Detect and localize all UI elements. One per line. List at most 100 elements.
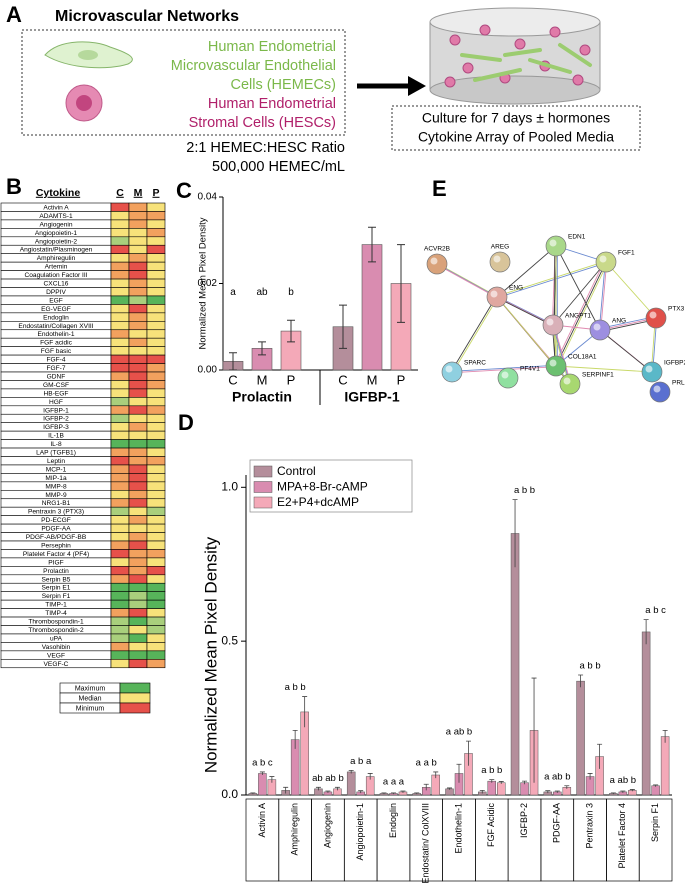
row-label: HB-EGF	[44, 390, 69, 397]
heat-cell	[146, 532, 166, 542]
x-tick-label: M	[257, 372, 268, 387]
network-node	[545, 235, 567, 257]
significance: a b a	[350, 756, 372, 767]
heat-cell	[128, 658, 148, 669]
heat-cell	[128, 380, 148, 390]
x-tick-label: P	[287, 372, 296, 387]
heat-cell	[128, 481, 148, 491]
heat-cell	[146, 464, 166, 474]
error-bar	[489, 779, 495, 783]
error-bar	[259, 771, 265, 775]
heat-cell	[110, 211, 130, 221]
x-tick-label: PDGF-AA	[552, 803, 562, 843]
y-axis-label: Normalized Mean Pixel Density	[198, 217, 209, 349]
error-bar	[456, 763, 462, 783]
error-bar	[433, 771, 439, 779]
error-bar	[258, 341, 266, 356]
node-label: PF4V1	[520, 366, 540, 373]
heat-cell	[146, 549, 166, 559]
heat-cell	[110, 582, 130, 592]
legend-swatch	[253, 481, 273, 493]
heat-cell	[110, 506, 130, 516]
heat-cell	[110, 489, 130, 500]
hesc-text: Stromal Cells (HESCs)	[189, 115, 336, 131]
heat-cell	[110, 566, 130, 576]
heat-cell	[128, 202, 148, 212]
x-tick-label: Amphiregulin	[290, 803, 300, 856]
heat-cell	[146, 608, 166, 618]
heat-cell	[128, 464, 148, 474]
heat-cell	[128, 557, 148, 567]
network-edge	[496, 296, 554, 326]
row-label: Platelet Factor 4 (PF4)	[23, 551, 89, 558]
legend-frame	[249, 459, 413, 513]
heat-cell	[110, 346, 130, 356]
heat-cell	[128, 270, 148, 280]
row-label: IGFBP-1	[43, 407, 69, 414]
heat-cell	[128, 312, 148, 322]
heat-cell	[128, 422, 148, 432]
row-label: Activin A	[43, 204, 69, 211]
arrow-head	[408, 76, 426, 96]
heat-cell	[146, 346, 166, 356]
network-edge	[436, 263, 498, 298]
row-label: MMP-8	[45, 483, 67, 490]
heat-cell	[128, 295, 148, 305]
row-label: GM-CSF	[43, 382, 69, 389]
heat-cell	[146, 278, 166, 288]
heat-cell	[110, 591, 130, 601]
heat-cell	[110, 405, 130, 415]
heat-cell	[110, 498, 130, 508]
node-label: ANGPT1	[565, 313, 591, 320]
row-label: Prolactin	[43, 568, 69, 575]
row-label: Leptin	[47, 458, 65, 465]
significance: a ab b	[446, 727, 472, 738]
network-edge	[452, 297, 499, 373]
network-edge	[451, 364, 556, 372]
heat-cell	[128, 388, 148, 398]
node-highlight	[430, 257, 438, 265]
legend-swatch	[119, 682, 151, 694]
heat-cell	[128, 253, 148, 263]
row-label: TIMP-1	[45, 602, 67, 609]
significance: a b b	[285, 682, 306, 693]
row-label: IL-8	[50, 441, 62, 448]
heat-cell	[128, 523, 148, 533]
error-bar	[334, 786, 340, 791]
heat-cell	[128, 456, 148, 466]
heat-cell	[110, 413, 130, 423]
significance: a b c	[252, 757, 273, 768]
heat-cell	[110, 380, 130, 390]
row-label: FGF basic	[41, 348, 72, 355]
error-bar	[283, 786, 289, 794]
hemec-text: Microvascular Endothelial	[171, 58, 336, 74]
node-label: EDN1	[568, 234, 586, 241]
error-bar	[325, 790, 331, 793]
heat-cell	[128, 447, 148, 457]
bar	[520, 782, 529, 796]
network-node	[589, 319, 611, 341]
row-label: Serpin F1	[42, 593, 71, 600]
row-label: Vasohibin	[42, 644, 71, 651]
network-edge	[497, 262, 607, 299]
y-tick-label: 0.5	[221, 633, 238, 647]
node-highlight	[490, 290, 498, 298]
heat-cell	[110, 278, 130, 288]
error-bar	[554, 790, 560, 793]
heat-cell	[128, 397, 148, 407]
row-label: Angiopoietin-2	[35, 238, 77, 245]
heat-cell	[110, 515, 130, 525]
significance: a a a	[383, 777, 405, 788]
heat-cell	[110, 549, 130, 559]
heat-cell	[128, 439, 148, 449]
significance: ab	[256, 287, 268, 298]
heat-cell	[146, 287, 166, 297]
heat-cell	[146, 244, 166, 254]
bar	[641, 631, 651, 796]
error-bar	[653, 784, 659, 787]
x-tick-label: Endoglin	[388, 803, 398, 838]
legend-label: Minimum	[76, 705, 105, 712]
significance: a b c	[645, 605, 666, 616]
row-label: FGF acidic	[40, 340, 73, 347]
